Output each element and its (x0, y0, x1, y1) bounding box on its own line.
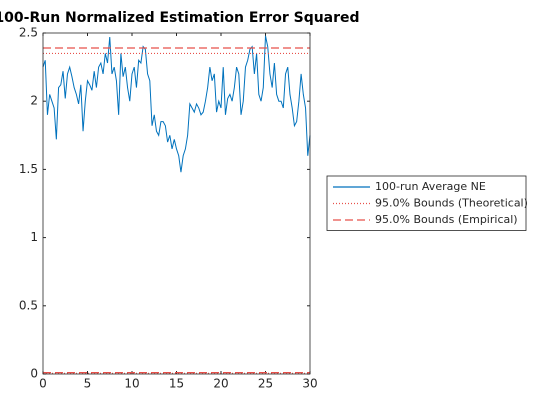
chart-title: 100-Run Normalized Estimation Error Squa… (0, 10, 360, 26)
data-line (42, 35, 311, 173)
x-tick-label: 15 (169, 377, 184, 391)
y-tick-label: 2.5 (19, 26, 38, 40)
x-tick-label: 30 (302, 377, 317, 391)
legend-label: 95.0% Bounds (Empirical) (375, 213, 518, 226)
legend-label: 95.0% Bounds (Theoretical) (375, 197, 528, 210)
y-tick-label: 1.5 (19, 162, 38, 176)
x-tick-label: 5 (84, 377, 92, 391)
y-tick-label: 1 (30, 230, 38, 244)
y-tick-label: 0 (30, 367, 38, 381)
y-tick-label: 0.5 (19, 298, 38, 312)
x-tick-label: 10 (124, 377, 139, 391)
y-tick-label: 2 (30, 94, 38, 108)
x-tick-label: 20 (213, 377, 228, 391)
legend-label: 100-run Average NE (375, 180, 486, 193)
x-tick-label: 25 (258, 377, 273, 391)
x-tick-label: 0 (39, 377, 47, 391)
axes-box (42, 32, 311, 375)
